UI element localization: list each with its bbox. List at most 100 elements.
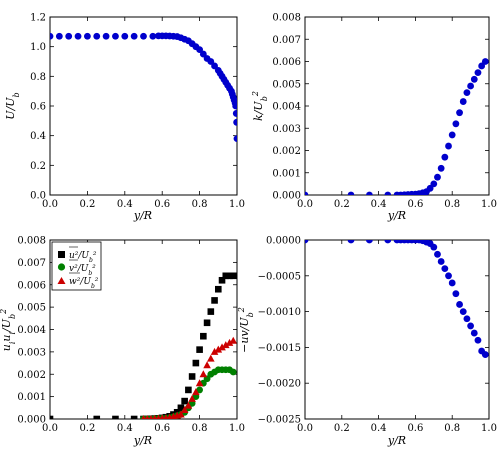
data-point-circle [434,250,441,258]
data-point-triangle [177,410,185,418]
y-tick-label: 0.005 [272,79,301,90]
data-point-square [222,272,230,280]
y-axis-label: uiui/Ub2 [0,309,17,352]
x-tick-label: 0.0 [42,423,58,434]
data-point-circle [445,272,452,280]
x-tick-label: 0.4 [117,199,133,210]
data-point-triangle [192,388,200,396]
y-tick-label: 0.0000 [266,236,301,247]
data-point-triangle [188,394,196,402]
legend-marker-triangle [57,277,66,284]
data-point-square [188,373,196,380]
x-tick-label: 0.4 [117,423,133,434]
y-tick-label: 0.006 [272,57,301,68]
legend-marker-square [58,251,65,258]
data-point-circle [102,32,110,40]
data-point-circle [456,301,463,308]
x-tick-label: 0.0 [297,199,313,210]
y-tick-label: −0.0025 [258,415,301,426]
data-point-circle [366,191,373,195]
x-tick-label: 0.4 [371,423,387,434]
data-point-circle [445,142,452,150]
data-point-square [226,272,233,280]
y-tick-label: −0.0010 [258,307,301,318]
data-point-circle [481,58,489,65]
y-axis-label: U/Ub [4,92,21,119]
x-axis-label: y/R [387,209,406,222]
y-tick-label: 0.000 [272,191,301,202]
y-tick-label: 0.8 [30,72,46,83]
data-point-circle [347,240,355,244]
data-point-triangle [145,415,150,419]
y-ticks: 0.000 0.001 0.002 0.003 0.004 0.005 0.006 0.007… [272,13,489,202]
x-tick-label: 0.6 [154,423,170,434]
y-axis-label: k/Ub2 [251,91,269,121]
data-point-triangle [195,379,204,387]
panel-mean-velocity: 0.0 0.2 0.4 0.6 0.8 1.0 0.0 0.2 0.4 0.6 0.8 1.0 1.2… [4,13,245,223]
data-point-circle [305,191,309,195]
data-point-circle [232,110,237,117]
data-point-square [215,285,222,293]
data-point-circle [467,82,474,90]
x-tick-label: 0.2 [79,423,95,434]
data-point-circle [229,368,237,376]
data-point-circle [481,351,489,358]
x-tick-label: 0.2 [334,423,350,434]
data-point-circle [384,191,392,195]
x-ticks: 0.0 0.2 0.4 0.6 0.8 1.0 [42,17,245,210]
x-tick-label: 0.2 [334,199,350,210]
data-point-circle [84,32,91,40]
data-point-triangle [159,414,165,419]
data-point-circle [459,308,467,315]
data-point-circle [140,32,147,40]
data-point-circle [233,118,237,126]
data-point-circle [347,191,355,195]
data-points [305,240,489,358]
data-point-triangle [184,401,193,409]
plot-frame [304,16,490,196]
y-ticks: −0.0025 −0.0020 −0.0015 −0.0010 −0.0005 0.000… [258,236,489,426]
data-point-square [185,386,192,394]
y-tick-label: 0.6 [30,102,46,113]
data-point-circle [434,173,441,181]
data-point-circle [470,329,478,337]
x-ticks: 0.0 0.2 0.4 0.6 0.8 1.0 [42,240,245,434]
data-point-triangle [207,354,215,362]
y-tick-label: 0.008 [272,13,301,24]
y-tick-label: 0.008 [17,236,46,247]
plot-frame [304,239,490,420]
data-point-triangle [210,347,219,355]
data-point-circle [130,32,138,40]
data-point-square [200,332,207,340]
data-point-circle [474,69,482,77]
x-tick-label: 1.0 [481,423,497,434]
data-point-circle [93,32,101,40]
data-point-circle [437,164,445,172]
x-tick-label: 1.0 [481,199,497,210]
y-tick-label: −0.0020 [258,379,301,390]
y-tick-label: 0.002 [272,146,301,157]
data-point-circle [474,336,482,344]
data-point-square [218,276,226,284]
data-point-triangle [152,414,158,419]
y-tick-label: 1.0 [30,42,46,53]
y-tick-label: 1.2 [30,13,46,24]
data-point-square [50,415,54,419]
x-tick-label: 0.8 [444,423,460,434]
data-point-square [203,319,211,327]
data-point-circle [199,50,207,58]
y-tick-label: 0.004 [17,325,46,336]
data-point-triangle [203,361,211,369]
data-point-square [177,404,185,412]
x-axis-label: y/R [133,434,152,447]
data-point-circle [196,386,204,394]
data-point-circle [149,32,157,40]
x-tick-label: 0.6 [407,199,423,210]
panel-shear-stress: 0.0 0.2 0.4 0.6 0.8 1.0 −0.0025 −0.0020 −0.0015… [237,236,497,448]
y-tick-label: 0.004 [272,102,301,113]
y-axis-label: −uv/Ub2 [237,307,255,353]
y-tick-label: 0.001 [17,392,46,403]
data-point-circle [448,279,456,287]
data-point-circle [65,32,73,40]
data-point-circle [437,258,445,265]
